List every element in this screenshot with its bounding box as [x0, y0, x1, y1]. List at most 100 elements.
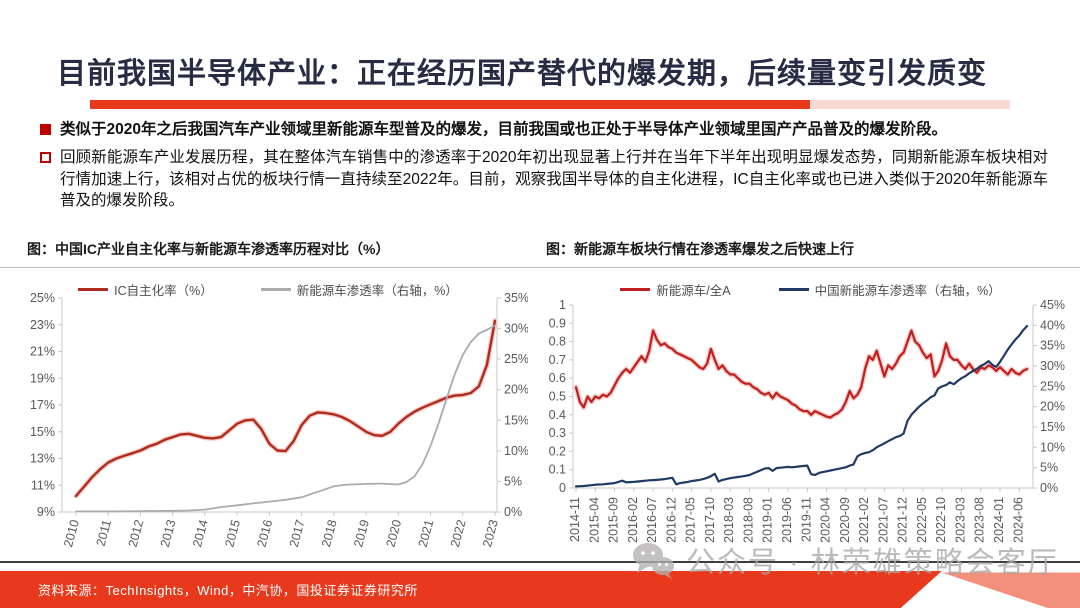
- svg-text:2024-01: 2024-01: [992, 497, 1006, 543]
- svg-text:10%: 10%: [504, 444, 528, 458]
- svg-text:30%: 30%: [504, 322, 528, 336]
- legend-item: 中国新能源车渗透率（右轴，%）: [778, 280, 1001, 299]
- svg-text:0: 0: [559, 481, 566, 495]
- chart-caption-right: 图：新能源车板块行情在渗透率爆发之后快速上行: [546, 241, 854, 257]
- svg-text:0.9: 0.9: [549, 316, 566, 330]
- svg-text:25%: 25%: [1040, 379, 1065, 393]
- svg-text:2023-08: 2023-08: [973, 497, 987, 543]
- svg-text:2019-11: 2019-11: [799, 497, 813, 542]
- svg-text:2021-02: 2021-02: [857, 497, 871, 543]
- svg-text:2021-07: 2021-07: [876, 497, 890, 543]
- svg-text:15%: 15%: [1040, 420, 1065, 434]
- svg-text:13%: 13%: [30, 452, 55, 466]
- legend-item: 新能源车/全A: [620, 280, 731, 299]
- svg-text:2022-05: 2022-05: [915, 497, 929, 543]
- svg-text:20%: 20%: [1040, 400, 1065, 414]
- nev-sector-chart: 新能源车/全A 中国新能源车渗透率（右轴，%） 1 0.9 0.8 0.7 0.6 0.5 0…: [538, 272, 1080, 564]
- svg-text:2010: 2010: [61, 518, 82, 549]
- bullet-square-icon: [40, 124, 51, 135]
- svg-text:35%: 35%: [1040, 339, 1065, 353]
- source-note: 资料来源：TechInsights，Wind，中汽协，国投证券证券研究所: [38, 583, 418, 598]
- bullet-item-2: 回顾新能源车产业发展历程，其在整体汽车销售中的渗透率于2020年初出现显著上行并…: [40, 147, 1048, 212]
- title-underline-bar: [90, 100, 810, 109]
- svg-text:2022: 2022: [448, 518, 469, 549]
- svg-text:20%: 20%: [504, 383, 528, 397]
- ic-localization-chart: IC自主化率（%） 新能源车渗透率（右轴，%） 25% 23% 21% 19% 17% 15…: [8, 272, 529, 564]
- svg-text:2023-03: 2023-03: [953, 497, 967, 543]
- svg-text:2016-12: 2016-12: [664, 497, 678, 543]
- legend-item: IC自主化率（%）: [78, 280, 213, 299]
- watermark-text: 公众号 · 林荣雄策略会客厅: [686, 547, 1059, 579]
- svg-text:5%: 5%: [504, 474, 522, 488]
- bullet-square-outline-icon: [40, 152, 51, 163]
- svg-text:5%: 5%: [1040, 461, 1058, 475]
- svg-text:11%: 11%: [31, 478, 55, 492]
- legend-swatch-icon: [78, 288, 109, 291]
- chart-caption-left: 图：中国IC产业自主化率与新能源车渗透率历程对比（%）: [27, 241, 390, 257]
- svg-text:2024-06: 2024-06: [1011, 497, 1025, 543]
- bullet-text: 回顾新能源车产业发展历程，其在整体汽车销售中的渗透率于2020年初出现显著上行并…: [60, 149, 1048, 209]
- footer-separator-line: [0, 561, 1080, 563]
- legend-swatch-icon: [620, 288, 651, 291]
- svg-text:0%: 0%: [1040, 481, 1058, 495]
- nev-sector-plot: 1 0.9 0.8 0.7 0.6 0.5 0.4 0.3 0.2 0.1 0 45% 40% 35% 30…: [549, 298, 1065, 543]
- svg-text:2019-06: 2019-06: [780, 497, 794, 543]
- bullet-text: 类似于2020年之后我国汽车产业领域里新能源车型普及的爆发，目前我国或也正处于半…: [60, 121, 947, 138]
- svg-text:2020-04: 2020-04: [819, 497, 833, 543]
- svg-text:2016-02: 2016-02: [626, 497, 640, 543]
- svg-text:0.3: 0.3: [549, 426, 566, 440]
- footer-banner: 资料来源：TechInsights，Wind，中汽协，国投证券证券研究所: [0, 571, 942, 608]
- svg-text:2019: 2019: [351, 518, 372, 549]
- svg-text:19%: 19%: [30, 371, 55, 385]
- svg-text:0.5: 0.5: [549, 390, 566, 404]
- svg-text:0.6: 0.6: [549, 371, 566, 385]
- svg-text:45%: 45%: [1040, 298, 1065, 312]
- wechat-icon: [633, 543, 674, 579]
- svg-text:2017-05: 2017-05: [684, 497, 698, 543]
- ic-localization-plot: 25% 23% 21% 19% 17% 15% 13% 11% 9% 35% 30% 25% 20% 15…: [30, 291, 529, 549]
- svg-text:30%: 30%: [1040, 359, 1065, 373]
- svg-text:9%: 9%: [37, 505, 55, 519]
- svg-text:17%: 17%: [30, 398, 55, 412]
- svg-text:2021-12: 2021-12: [896, 497, 910, 543]
- svg-text:2023: 2023: [480, 518, 501, 549]
- legend-label: 新能源车渗透率（右轴，%）: [296, 284, 458, 298]
- svg-text:1: 1: [559, 298, 566, 312]
- bullet-item-1: 类似于2020年之后我国汽车产业领域里新能源车型普及的爆发，目前我国或也正处于半…: [40, 119, 1048, 141]
- svg-text:40%: 40%: [1040, 318, 1065, 332]
- legend-label: IC自主化率（%）: [114, 284, 213, 298]
- svg-text:2020: 2020: [383, 518, 404, 549]
- svg-text:2015-04: 2015-04: [587, 497, 601, 543]
- svg-text:10%: 10%: [1040, 440, 1065, 454]
- legend-swatch-icon: [778, 288, 809, 291]
- svg-text:2018: 2018: [319, 518, 340, 549]
- svg-text:2011: 2011: [94, 518, 114, 548]
- svg-text:2022-10: 2022-10: [934, 497, 948, 543]
- svg-text:21%: 21%: [30, 345, 55, 359]
- svg-text:0.8: 0.8: [549, 335, 566, 349]
- watermark: 公众号 · 林荣雄策略会客厅: [630, 539, 1059, 581]
- legend-item: 新能源车渗透率（右轴，%）: [260, 280, 458, 299]
- svg-text:0%: 0%: [504, 505, 522, 519]
- svg-text:2017-10: 2017-10: [703, 497, 717, 543]
- legend-label: 新能源车/全A: [656, 284, 731, 298]
- svg-text:2017: 2017: [287, 518, 308, 549]
- legend-swatch-icon: [260, 288, 291, 291]
- svg-text:2018-08: 2018-08: [741, 497, 755, 543]
- svg-text:0.2: 0.2: [549, 444, 566, 458]
- chart-legend: IC自主化率（%） 新能源车渗透率（右轴，%）: [8, 280, 528, 299]
- svg-text:35%: 35%: [504, 291, 528, 305]
- title-underline-bar-light: [810, 100, 1010, 109]
- svg-text:2014: 2014: [190, 518, 211, 549]
- chart-legend: 新能源车/全A 中国新能源车渗透率（右轴，%）: [538, 280, 1080, 299]
- svg-text:2016-07: 2016-07: [645, 497, 659, 543]
- svg-text:2018-03: 2018-03: [722, 497, 736, 543]
- caption-separator-line: [0, 267, 1080, 268]
- svg-text:2020-09: 2020-09: [838, 497, 852, 543]
- svg-text:2015-09: 2015-09: [607, 497, 621, 543]
- svg-text:0.1: 0.1: [549, 463, 566, 477]
- svg-text:2021: 2021: [416, 518, 437, 549]
- svg-text:2013: 2013: [158, 518, 179, 549]
- svg-text:2019-01: 2019-01: [761, 497, 775, 543]
